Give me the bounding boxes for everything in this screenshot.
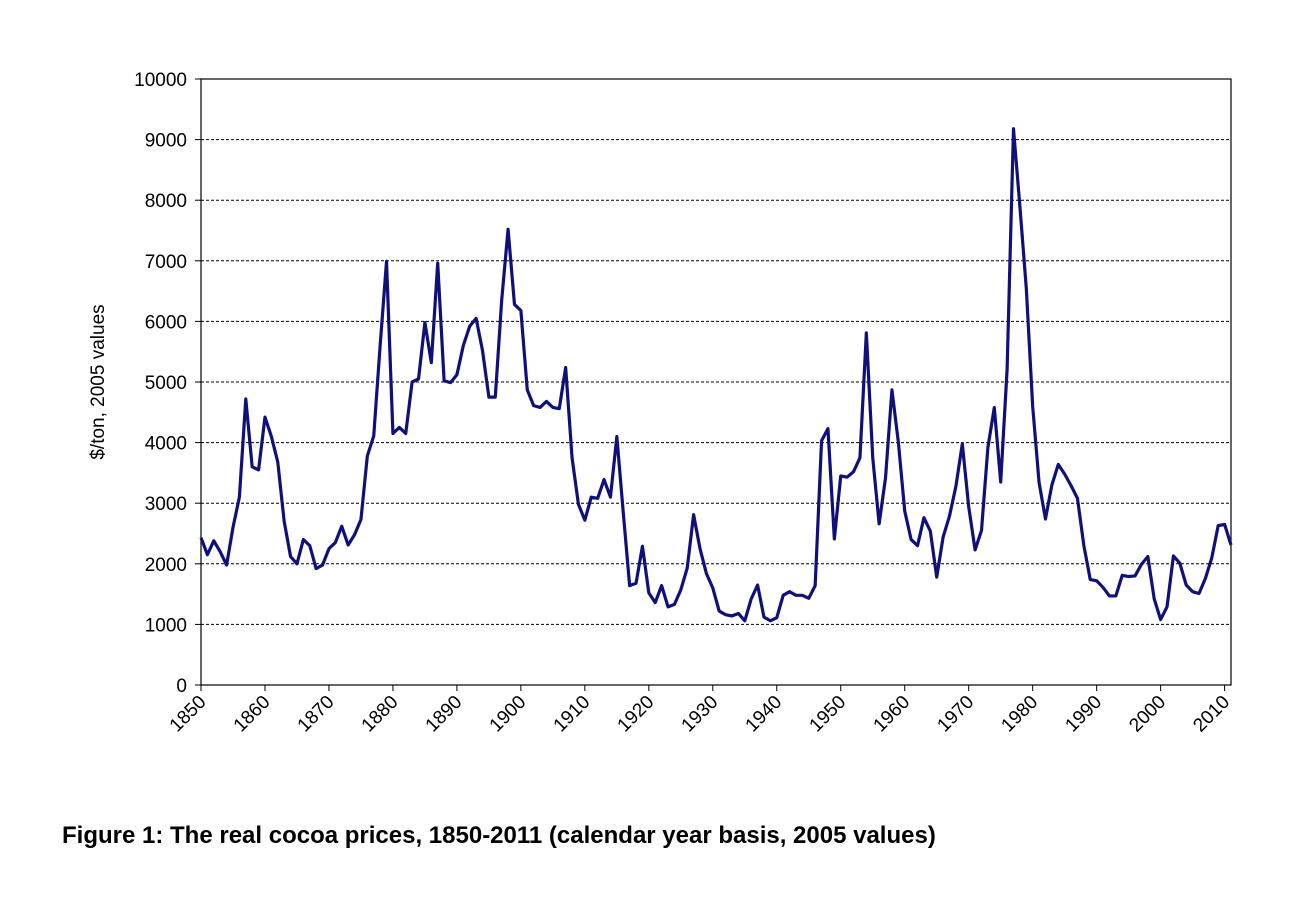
x-tick-label: 1850: [166, 692, 211, 737]
x-tick-label: 1870: [294, 692, 339, 737]
y-tick-label: 8000: [145, 191, 187, 212]
y-tick-label: 4000: [145, 434, 187, 455]
x-tick-label: 1890: [422, 692, 467, 737]
x-tick-label: 2010: [1189, 692, 1234, 737]
x-tick-label: 1980: [997, 692, 1042, 737]
x-tick-label: 1860: [230, 692, 275, 737]
caption: Figure 1: The real cocoa prices, 1850-20…: [62, 822, 936, 849]
y-tick-label: 1000: [145, 615, 187, 636]
x-tick-label: 1960: [870, 692, 915, 737]
x-tick-label: 1920: [614, 692, 659, 737]
x-tick-label: 1990: [1061, 692, 1106, 737]
price-line: [199, 127, 1233, 623]
y-tick-label: 10000: [134, 70, 187, 91]
x-tick-label: 1930: [678, 692, 723, 737]
x-tick-label: 1940: [742, 692, 787, 737]
y-tick-label: 3000: [145, 494, 187, 515]
y-tick-label: 7000: [145, 252, 187, 273]
x-tick-label: 1900: [486, 692, 531, 737]
x-tick-label: 1880: [358, 692, 403, 737]
y-axis-label: $/ton, 2005 values: [88, 304, 109, 459]
y-tick-label: 6000: [145, 312, 187, 333]
y-tick-label: 5000: [145, 373, 187, 394]
x-tick-label: 2000: [1125, 692, 1170, 737]
y-tick-label: 9000: [145, 131, 187, 152]
y-tick-label: 2000: [145, 555, 187, 576]
y-tick-label: 0: [176, 676, 187, 697]
x-tick-label: 1950: [806, 692, 851, 737]
x-tick-label: 1910: [550, 692, 595, 737]
x-tick-label: 1970: [933, 692, 978, 737]
plot-frame: [200, 78, 1232, 686]
